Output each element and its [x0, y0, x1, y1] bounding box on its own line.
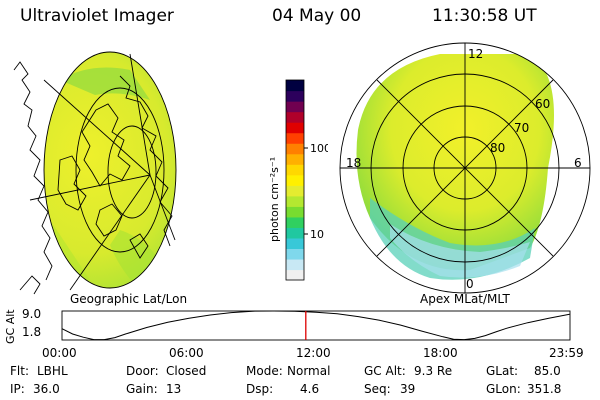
- colorbar-tick-10: 10: [310, 228, 324, 241]
- mlat-label-60: 60: [535, 97, 550, 111]
- glon-value: 351.8: [527, 382, 562, 396]
- gain-label: Gain:: [126, 382, 158, 396]
- colorbar-swatch: [286, 206, 304, 218]
- seq-label: Seq:: [364, 382, 391, 396]
- colorbar-swatch: [286, 185, 304, 197]
- colorbar-swatch: [286, 153, 304, 165]
- alt-xtick-1200: 12:00: [296, 346, 331, 360]
- colorbar-swatch: [286, 164, 304, 176]
- colorbar-swatch: [286, 237, 304, 250]
- observation-date: 04 May 00: [272, 6, 362, 26]
- glon-label: GLon:: [486, 382, 521, 396]
- colorbar-swatch: [286, 195, 304, 207]
- colorbar-swatch: [286, 111, 304, 123]
- observation-time: 11:30:58 UT: [432, 6, 537, 26]
- polar-mlt-plot: 12 18 6 0 60 70 80: [339, 42, 591, 294]
- altitude-plot: GC Alt 9.0 1.8: [4, 307, 571, 344]
- mlt-label-12: 12: [468, 47, 483, 61]
- alt-xtick-0600: 06:00: [169, 346, 204, 360]
- mlt-label-18: 18: [346, 156, 361, 170]
- door-value: Closed: [166, 364, 207, 378]
- colorbar-swatch: [286, 90, 304, 102]
- colorbar-swatch: [286, 143, 304, 155]
- alt-xtick-2359: 23:59: [549, 346, 584, 360]
- gcalt-label: GC Alt:: [364, 364, 406, 378]
- mlat-label-80: 80: [490, 141, 505, 155]
- mlat-label-70: 70: [514, 121, 529, 135]
- ip-label: IP:: [10, 382, 25, 396]
- colorbar-swatch: [286, 258, 304, 271]
- instrument-title: Ultraviolet Imager: [20, 6, 174, 26]
- door-label: Door:: [126, 364, 159, 378]
- colorbar-swatch: [286, 132, 304, 144]
- ip-value: 36.0: [33, 382, 60, 396]
- glat-label: GLat:: [486, 364, 519, 378]
- alt-xtick-0000: 00:00: [42, 346, 77, 360]
- alt-ytick-bottom: 1.8: [22, 325, 41, 339]
- colorbar-swatch: [286, 248, 304, 260]
- gain-value: 13: [166, 382, 182, 396]
- mlt-label-0: 0: [466, 277, 474, 291]
- colorbar-swatch: [286, 269, 304, 281]
- colorbar: 100 10 photon cm⁻²s⁻¹: [268, 79, 328, 281]
- alt-ytick-top: 9.0: [22, 307, 41, 321]
- colorbar-swatch: [286, 227, 304, 239]
- alt-plot-frame: [61, 310, 571, 341]
- alt-xtick-1800: 18:00: [423, 346, 458, 360]
- dsp-label: Dsp:: [246, 382, 274, 396]
- flt-label: Flt:: [10, 364, 29, 378]
- colorbar-tick-100: 100: [310, 142, 328, 155]
- geographic-caption: Geographic Lat/Lon: [70, 292, 188, 306]
- colorbar-swatches: [286, 80, 304, 281]
- geographic-image: [13, 51, 177, 295]
- glat-value: 85.0: [534, 364, 561, 378]
- apex-caption: Apex MLat/MLT: [420, 292, 510, 306]
- seq-value: 39: [400, 382, 416, 396]
- mlt-label-6: 6: [574, 156, 582, 170]
- colorbar-swatch: [286, 122, 304, 134]
- colorbar-label: photon cm⁻²s⁻¹: [268, 157, 281, 242]
- colorbar-swatch: [286, 216, 304, 228]
- flt-value: LBHL: [37, 364, 68, 378]
- gcalt-value: 9.3 Re: [414, 364, 453, 378]
- colorbar-swatch: [286, 80, 304, 92]
- colorbar-swatch: [286, 174, 304, 186]
- altitude-series-line: [61, 310, 570, 341]
- mode-label: Mode:: [246, 364, 283, 378]
- dsp-value: 4.6: [300, 382, 320, 396]
- alt-ylabel: GC Alt: [4, 309, 17, 344]
- mode-value: Normal: [287, 364, 331, 378]
- colorbar-swatch: [286, 101, 304, 113]
